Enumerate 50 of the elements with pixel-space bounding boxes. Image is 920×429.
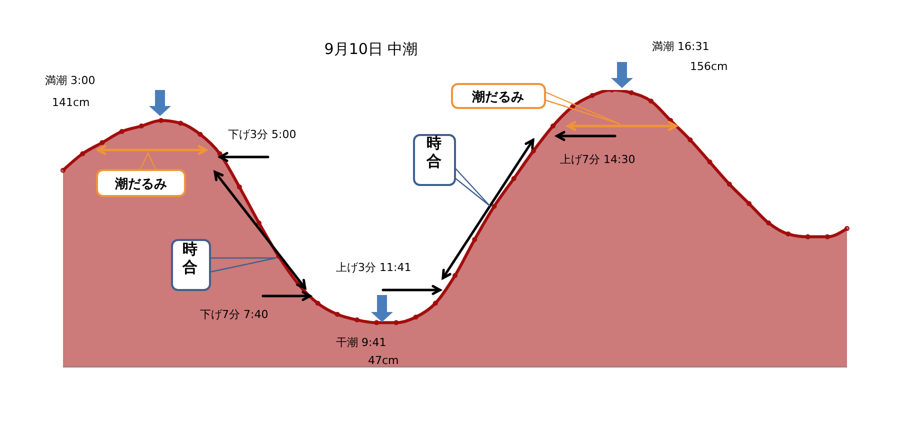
point: [100, 140, 105, 146]
chart-title: 9月10日 中潮: [324, 40, 418, 58]
annotation: 下げ7分 7:40: [200, 308, 268, 321]
point: [334, 312, 340, 317]
annotation: 141cm: [52, 96, 90, 109]
point: [707, 160, 712, 165]
annotation: 時合: [182, 240, 198, 276]
annotation: 47cm: [368, 354, 399, 367]
point: [492, 204, 497, 209]
point: [315, 300, 320, 306]
point: [805, 234, 810, 240]
point: [628, 90, 634, 96]
point: [511, 176, 516, 182]
annotation: 上げ3分 11:41: [336, 261, 412, 274]
point: [236, 184, 242, 190]
point: [80, 151, 86, 156]
point: [60, 168, 66, 173]
point: [138, 124, 144, 129]
point: [354, 317, 360, 322]
point: [550, 124, 556, 129]
point: [746, 201, 752, 206]
point: [590, 93, 595, 98]
annotation: 上げ7分 14:30: [560, 153, 636, 166]
text: 満潮 16:31: [652, 40, 710, 53]
point: [178, 120, 184, 126]
annotation: 潮だるみ: [471, 90, 524, 105]
point: [844, 226, 850, 231]
point: [432, 300, 438, 306]
point: [472, 237, 478, 242]
text: 満潮 3:00: [45, 74, 96, 87]
point: [766, 220, 772, 226]
point: [786, 232, 791, 237]
point: [256, 220, 262, 226]
annotation: 潮だるみ: [114, 177, 167, 192]
point: [530, 148, 536, 154]
point: [452, 273, 458, 278]
annotation: 下げ3分 5:00: [228, 128, 296, 141]
point: [198, 132, 203, 137]
point: [394, 320, 399, 326]
annotation: 干潮 9:41: [336, 336, 386, 349]
text: 156cm: [690, 60, 728, 73]
point: [726, 182, 732, 187]
point: [119, 129, 124, 134]
point: [413, 314, 418, 320]
annotation: 時合: [426, 134, 442, 170]
point: [824, 234, 830, 240]
point: [648, 98, 654, 104]
point: [374, 320, 380, 326]
point: [158, 118, 164, 123]
point: [688, 137, 693, 142]
